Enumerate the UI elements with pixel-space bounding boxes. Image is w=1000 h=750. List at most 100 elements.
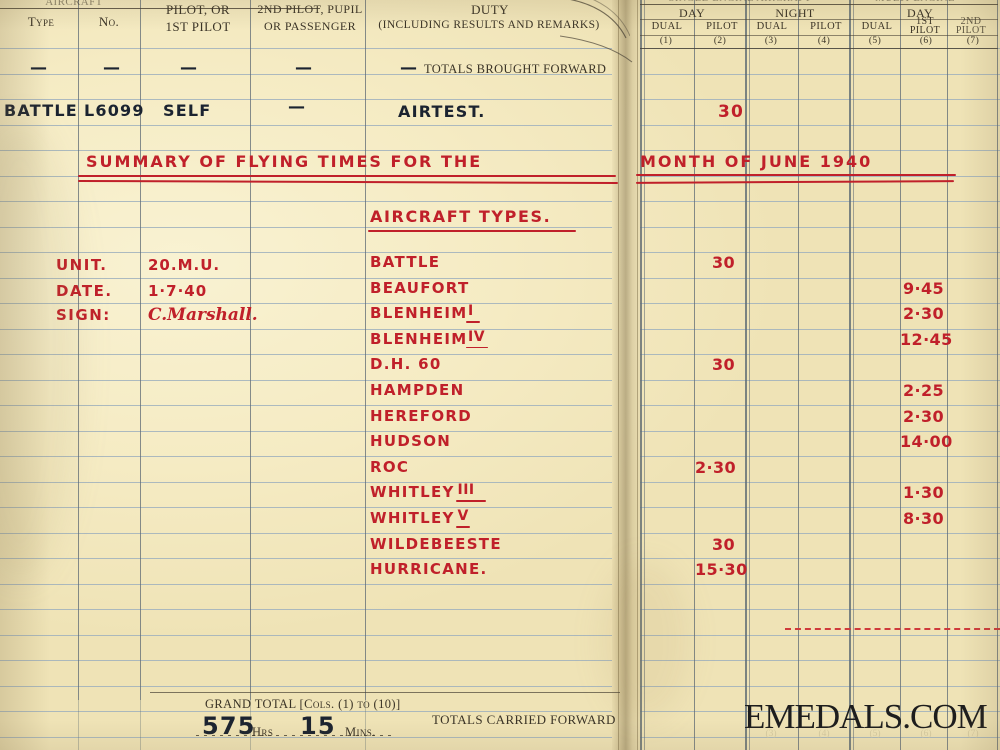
ruled-line bbox=[640, 686, 1000, 687]
header-rule-right-num bbox=[640, 35, 998, 36]
ruled-line bbox=[640, 609, 1000, 610]
ruled-line bbox=[0, 609, 612, 610]
particular-label: SIGN: bbox=[56, 306, 111, 324]
header-rule-right-top bbox=[640, 4, 998, 5]
summary-multi-day-1st-pilot-time: 2·25 bbox=[903, 381, 945, 400]
particular-value: 1·7·40 bbox=[148, 282, 208, 300]
summary-title-right: MONTH OF JUNE 1940 bbox=[640, 152, 873, 171]
summary-underline-1-right bbox=[636, 174, 956, 176]
particular-value: C.Marshall. bbox=[148, 305, 258, 325]
header-sub-dual-1: DUAL bbox=[651, 21, 683, 32]
column-rule-right bbox=[798, 0, 799, 750]
ruled-line bbox=[640, 737, 1000, 738]
summary-aircraft-name: WHITLEY bbox=[370, 509, 455, 527]
footer-column-number: (6) bbox=[920, 729, 932, 739]
header-col-duty-line1: DUTY bbox=[471, 2, 509, 17]
column-rule-right bbox=[997, 0, 998, 750]
summary-multi-day-1st-pilot-time: 8·30 bbox=[903, 509, 945, 528]
column-number: (4) bbox=[817, 36, 831, 46]
summary-aircraft-name: D.H. 60 bbox=[370, 355, 442, 374]
summary-aircraft-name: HAMPDEN bbox=[370, 381, 465, 399]
ruled-line bbox=[0, 482, 612, 483]
column-number: (6) bbox=[919, 36, 933, 46]
summary-aircraft-mark: IV bbox=[468, 328, 486, 345]
ruled-line bbox=[640, 227, 1000, 228]
header-sub-2nd-pilot-line2: PILOT bbox=[955, 25, 987, 36]
column-rule-right-double bbox=[644, 0, 645, 750]
header-sub-1st-pilot-line1: 1ST bbox=[916, 16, 934, 27]
particular-value: 20.M.U. bbox=[148, 256, 221, 274]
column-number: (1) bbox=[659, 36, 673, 46]
footer-dotted-leader bbox=[196, 735, 396, 736]
summary-mark-underline bbox=[466, 321, 480, 323]
ruled-line bbox=[0, 227, 612, 228]
footer-column-number: (3) bbox=[765, 729, 777, 739]
ruled-line bbox=[0, 380, 612, 381]
ruled-line bbox=[0, 405, 612, 406]
header-col-duty-line2: (INCLUDING RESULTS AND REMARKS) bbox=[378, 19, 600, 31]
ruled-line bbox=[640, 74, 1000, 75]
header-single-day: DAY bbox=[678, 6, 706, 20]
ruled-line bbox=[0, 252, 612, 253]
column-rule-left bbox=[140, 0, 141, 700]
totals-brought-forward-label: TOTALS BROUGHT FORWARD bbox=[424, 62, 607, 76]
ruled-line bbox=[640, 303, 1000, 304]
summary-aircraft-name: BLENHEIM bbox=[370, 329, 468, 348]
ruled-line bbox=[640, 431, 1000, 432]
summary-mark-underline bbox=[455, 500, 486, 502]
summary-aircraft-name: ROC bbox=[370, 457, 410, 476]
column-rule-left-footer bbox=[140, 700, 141, 750]
ruled-line bbox=[0, 303, 612, 304]
footer-column-number: (4) bbox=[818, 729, 830, 739]
ruled-line bbox=[0, 533, 612, 534]
header-aircraft-group: AIRCRAFT bbox=[45, 0, 103, 8]
column-number: (3) bbox=[764, 36, 778, 46]
column-rule-left-footer bbox=[78, 700, 79, 750]
summary-aircraft-name: HUDSON bbox=[370, 432, 452, 451]
summary-aircraft-name: HURRICANE. bbox=[370, 560, 488, 579]
summary-single-day-pilot-time: 30 bbox=[712, 534, 736, 554]
column-rule-right bbox=[900, 0, 901, 750]
ruled-line bbox=[640, 354, 1000, 355]
header-single-night: NIGHT bbox=[775, 6, 815, 20]
summary-aircraft-mark: I bbox=[468, 303, 474, 320]
ruled-line bbox=[0, 635, 612, 636]
ruled-line bbox=[640, 329, 1000, 330]
ruled-line bbox=[640, 405, 1000, 406]
ruled-line bbox=[0, 558, 612, 559]
ruled-line bbox=[640, 584, 1000, 585]
gutter-edge-left bbox=[618, 0, 619, 750]
column-rule-right-double bbox=[749, 0, 750, 750]
ruled-line bbox=[640, 201, 1000, 202]
ruled-line bbox=[0, 278, 612, 279]
ruled-line bbox=[640, 125, 1000, 126]
summary-multi-day-1st-pilot-time: 2·30 bbox=[903, 406, 945, 426]
summary-mark-underline bbox=[455, 526, 470, 528]
column-rule-right bbox=[947, 0, 948, 750]
column-rule-left-footer bbox=[250, 700, 251, 750]
summary-aircraft-name: BATTLE bbox=[370, 253, 441, 271]
column-number: (5) bbox=[868, 36, 882, 46]
ruled-line bbox=[640, 635, 1000, 636]
brought-forward-dash: — bbox=[30, 58, 49, 78]
summary-single-day-pilot-time: 15·30 bbox=[695, 560, 748, 580]
brought-forward-dash: — bbox=[295, 58, 314, 78]
column-rule-left bbox=[78, 0, 79, 700]
column-rule-right bbox=[640, 0, 642, 750]
entry-duty: AIRTEST. bbox=[398, 102, 486, 121]
column-rule-right-double bbox=[853, 0, 854, 750]
header-multi-day: DAY bbox=[906, 6, 934, 20]
summary-aircraft-mark: V bbox=[457, 508, 469, 524]
ruled-line bbox=[640, 660, 1000, 661]
particular-label: UNIT. bbox=[56, 256, 108, 274]
ruled-line bbox=[0, 201, 612, 202]
summary-aircraft-mark: III bbox=[457, 482, 475, 499]
summary-aircraft-name: WHITLEY bbox=[370, 483, 455, 502]
header-sub-2nd-pilot-line1: 2ND bbox=[960, 16, 982, 27]
summary-single-day-pilot-time: 30 bbox=[712, 355, 736, 375]
summary-multi-day-1st-pilot-time: 12·45 bbox=[900, 329, 953, 349]
grand-total-hours-unit: Hrs bbox=[252, 725, 274, 739]
summary-aircraft-name: HEREFORD bbox=[370, 406, 472, 425]
brought-forward-dash: — bbox=[180, 58, 199, 78]
summary-single-day-pilot-time: 30 bbox=[712, 253, 736, 272]
